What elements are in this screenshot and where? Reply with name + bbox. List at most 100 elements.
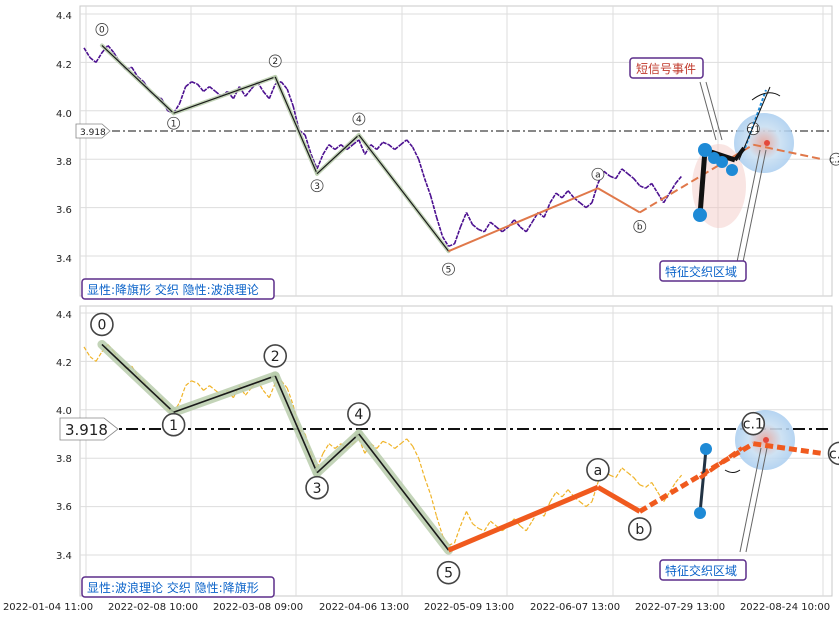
price-series-segment [412, 445, 420, 459]
wave-point-marker [591, 167, 605, 181]
wave-point-marker [95, 23, 109, 36]
top-red-core [764, 140, 770, 146]
price-series-segment [555, 491, 563, 498]
top-series-layer: 0 1 2 3 4 5 a b c.1 c.2 [83, 23, 839, 276]
price-series-segment [549, 491, 557, 503]
price-series-segment [621, 168, 629, 175]
wave-path-segment [274, 76, 318, 174]
wave-path-segment [101, 45, 175, 114]
price-series-segment [388, 144, 396, 151]
price-series-segment [101, 44, 109, 54]
short-signal-label: 短信号事件 [636, 62, 696, 76]
price-series-segment [388, 443, 396, 449]
price-series-segment [244, 88, 252, 97]
wave-point-label: 2 [272, 57, 278, 67]
price-series-segment [131, 66, 139, 78]
price-series-segment [262, 90, 270, 100]
wave-point-marker [263, 344, 288, 368]
price-series-segment [203, 85, 210, 93]
price-series-segment [651, 482, 659, 493]
bottom-reference-label: 3.918 [65, 421, 108, 439]
wave-point-label: a [594, 463, 603, 479]
top-projection-line [738, 86, 771, 161]
price-series-segment [657, 192, 665, 204]
price-series-segment [430, 494, 438, 517]
wave-point-label: 0 [99, 26, 105, 36]
x-tick: 2022-05-09 13:00 [424, 602, 514, 613]
top-ytick: 3.8 [56, 157, 72, 168]
wave-point-marker [347, 402, 371, 426]
price-series-segment [483, 221, 492, 233]
price-series-segment [358, 139, 366, 155]
bottom-pattern-legend: 显性:波浪理论 交织 隐性:降旗形 [87, 580, 259, 595]
price-series-segment [579, 202, 587, 209]
bottom-pattern-legend-box [81, 576, 275, 598]
bottom-y-ticks: 4.4 4.2 4.0 3.8 3.6 3.4 [56, 310, 72, 562]
price-series-segment [465, 212, 474, 225]
price-series-segment [322, 144, 330, 155]
price-series-segment [400, 139, 408, 146]
price-series-segment [95, 351, 103, 362]
callout-pointer [739, 447, 762, 553]
price-series-segment [203, 385, 210, 391]
abc-path-segment [448, 187, 599, 253]
top-signal-dot [698, 143, 712, 157]
price-series-segment [459, 511, 468, 527]
price-series-segment [519, 226, 527, 233]
wave-path-segment [316, 134, 360, 175]
wave-point-label: b [637, 223, 643, 233]
top-signal-bar [733, 146, 746, 162]
price-series-segment [394, 443, 402, 449]
top-y-ticks: 4.4 4.2 4.0 3.8 3.6 3.4 [56, 11, 72, 265]
price-series-segment [639, 185, 647, 189]
price-series-segment [191, 380, 198, 384]
wave-path-segment [358, 134, 450, 252]
price-series-segment [489, 520, 497, 527]
wave-point-marker [829, 152, 839, 166]
feature-zone-box-top [659, 260, 747, 282]
price-series-segment [268, 382, 276, 398]
x-ticks: 2022-01-04 11:00 2022-02-08 10:00 2022-0… [3, 602, 830, 613]
wave-path-segment [274, 375, 318, 474]
x-tick: 2022-07-29 13:00 [635, 602, 725, 613]
callout-pointer [699, 81, 717, 141]
top-ytick: 4.0 [56, 109, 72, 120]
price-series-segment [478, 228, 485, 233]
price-series-segment [615, 168, 623, 179]
price-series-segment [411, 146, 420, 160]
price-series-segment [197, 382, 204, 391]
x-tick: 2022-04-06 13:00 [319, 602, 409, 613]
price-series-segment [489, 221, 497, 228]
price-series-segment [633, 477, 641, 486]
price-series-segment [429, 195, 438, 218]
wave-path-segment [358, 433, 450, 551]
wave-point-label: c.1 [747, 125, 761, 135]
price-series-segment [286, 387, 294, 406]
top-signal-dot [726, 164, 738, 176]
wave-point-marker [627, 517, 652, 541]
price-series-segment [472, 523, 479, 529]
wave-point-label: 5 [446, 265, 452, 275]
wave-point-marker [305, 475, 329, 500]
wave-point-label: 4 [354, 407, 363, 423]
wave-point-label: 4 [356, 115, 362, 125]
price-series-segment [561, 489, 569, 498]
price-series-segment [179, 385, 187, 403]
price-series-segment [579, 501, 587, 508]
price-series-segment [549, 192, 557, 204]
price-series-segment [609, 474, 617, 479]
wave-point-marker [586, 457, 610, 482]
bottom-projection-arc [724, 469, 741, 473]
price-series-segment [191, 81, 198, 85]
wave-point-label: 3 [314, 182, 320, 192]
price-series-segment [561, 190, 569, 199]
wave-point-label: 1 [169, 418, 178, 434]
top-pattern-legend: 显性:降旗形 交织 隐性:波浪理论 [87, 282, 259, 297]
top-signal-dot [693, 208, 707, 222]
price-series-segment [328, 144, 336, 151]
bottom-reference-arrow [59, 417, 119, 441]
price-series-segment [370, 144, 378, 151]
abc-path-segment [447, 484, 599, 553]
price-series-segment [89, 356, 97, 362]
price-series-segment [394, 144, 402, 151]
